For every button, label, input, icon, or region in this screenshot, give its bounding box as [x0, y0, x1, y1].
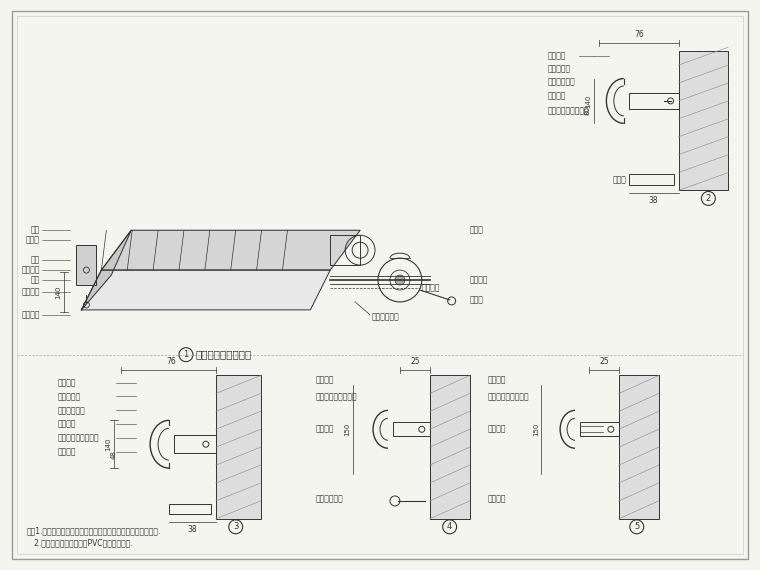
Text: 梯杆: 梯杆	[30, 255, 40, 264]
Text: 140: 140	[585, 94, 591, 108]
Text: 38: 38	[187, 525, 197, 534]
Bar	[169, 504, 211, 514]
Text: 螺钉: 螺钉	[30, 226, 40, 235]
Bar	[679, 51, 728, 190]
Text: 48: 48	[110, 450, 116, 459]
Text: 固定套: 固定套	[613, 175, 627, 184]
Text: 150: 150	[344, 422, 350, 436]
Text: 140: 140	[55, 285, 62, 299]
Text: 内留角: 内留角	[26, 236, 40, 245]
Text: 外留角: 外留角	[470, 295, 483, 304]
Text: 铁帽: 铁帽	[30, 275, 40, 284]
Text: 铝型材支架（成品）: 铝型材支架（成品）	[315, 392, 357, 401]
Circle shape	[395, 275, 405, 285]
Bar	[629, 173, 673, 185]
Text: 彩色点缀带: 彩色点缀带	[58, 392, 81, 401]
Text: 25: 25	[599, 357, 609, 365]
Text: 乙烯软垫: 乙烯软垫	[315, 425, 334, 434]
Text: 窒锁钉: 窒锁钉	[470, 226, 483, 235]
Text: 铝型材支架（成品）: 铝型材支架（成品）	[547, 107, 589, 115]
Bar	[216, 374, 261, 519]
Bar	[174, 435, 216, 453]
Text: 端口盖盖: 端口盖盖	[21, 266, 40, 275]
Text: 金属膨胀螺栓: 金属膨胀螺栓	[315, 494, 343, 503]
Text: 4: 4	[447, 522, 452, 531]
Text: 扶手面板: 扶手面板	[315, 375, 334, 384]
Text: 系墙螺栓: 系墙螺栓	[58, 447, 76, 457]
Text: 76: 76	[166, 357, 176, 365]
Text: 150: 150	[534, 422, 540, 436]
Text: 扶手面板: 扶手面板	[58, 378, 76, 387]
Text: 1: 1	[183, 350, 188, 359]
Polygon shape	[101, 230, 360, 270]
Bar	[331, 235, 360, 265]
Text: 140: 140	[106, 438, 111, 451]
Text: 嵌内装饰物: 嵌内装饰物	[547, 64, 570, 74]
Bar	[429, 374, 470, 519]
Bar	[393, 422, 429, 436]
Text: 2.扶手面板可选用硬塑料PVC或乙烯塑料等.: 2.扶手面板可选用硬塑料PVC或乙烯塑料等.	[27, 538, 132, 547]
Bar	[629, 93, 679, 109]
Polygon shape	[81, 270, 331, 310]
Text: 缓冲扶手施工示意图: 缓冲扶手施工示意图	[196, 349, 252, 360]
Text: 乙烯软垫: 乙烯软垫	[58, 420, 76, 429]
Text: 76: 76	[634, 30, 644, 39]
Text: 扶手面板: 扶手面板	[547, 52, 565, 60]
Text: 扶手面板: 扶手面板	[487, 375, 506, 384]
Text: 注：1.各种扶手护角均有成品配套的阴阳转角，应注意对应选择.: 注：1.各种扶手护角均有成品配套的阴阳转角，应注意对应选择.	[27, 526, 161, 535]
Text: 扶手面板: 扶手面板	[21, 310, 40, 319]
Text: 5: 5	[634, 522, 639, 531]
Bar	[619, 374, 659, 519]
Bar	[580, 422, 619, 436]
Text: 25: 25	[410, 357, 420, 365]
Text: 乙烯软垫: 乙烯软垫	[470, 275, 488, 284]
Text: 系墙螺栓: 系墙螺栓	[21, 287, 40, 296]
Text: 乙烯软垫: 乙烯软垫	[547, 91, 565, 100]
Text: 金属支座中距: 金属支座中距	[372, 312, 400, 321]
Text: 乙烯软垫: 乙烯软垫	[487, 425, 506, 434]
Text: 3: 3	[233, 522, 239, 531]
Bar	[77, 245, 97, 285]
Text: 金属支座中距: 金属支座中距	[547, 78, 575, 87]
Text: 铝型材支架（成品）: 铝型材支架（成品）	[58, 434, 100, 443]
Text: 铝制模杆: 铝制模杆	[422, 283, 440, 292]
Text: 38: 38	[649, 197, 658, 205]
Text: 2: 2	[706, 194, 711, 203]
Text: 80: 80	[585, 107, 591, 115]
Polygon shape	[81, 230, 131, 310]
Text: 系墙螺栓: 系墙螺栓	[487, 494, 506, 503]
Text: 金属支座中距: 金属支座中距	[58, 406, 85, 415]
Text: 铝型材支架（成品）: 铝型材支架（成品）	[487, 392, 529, 401]
